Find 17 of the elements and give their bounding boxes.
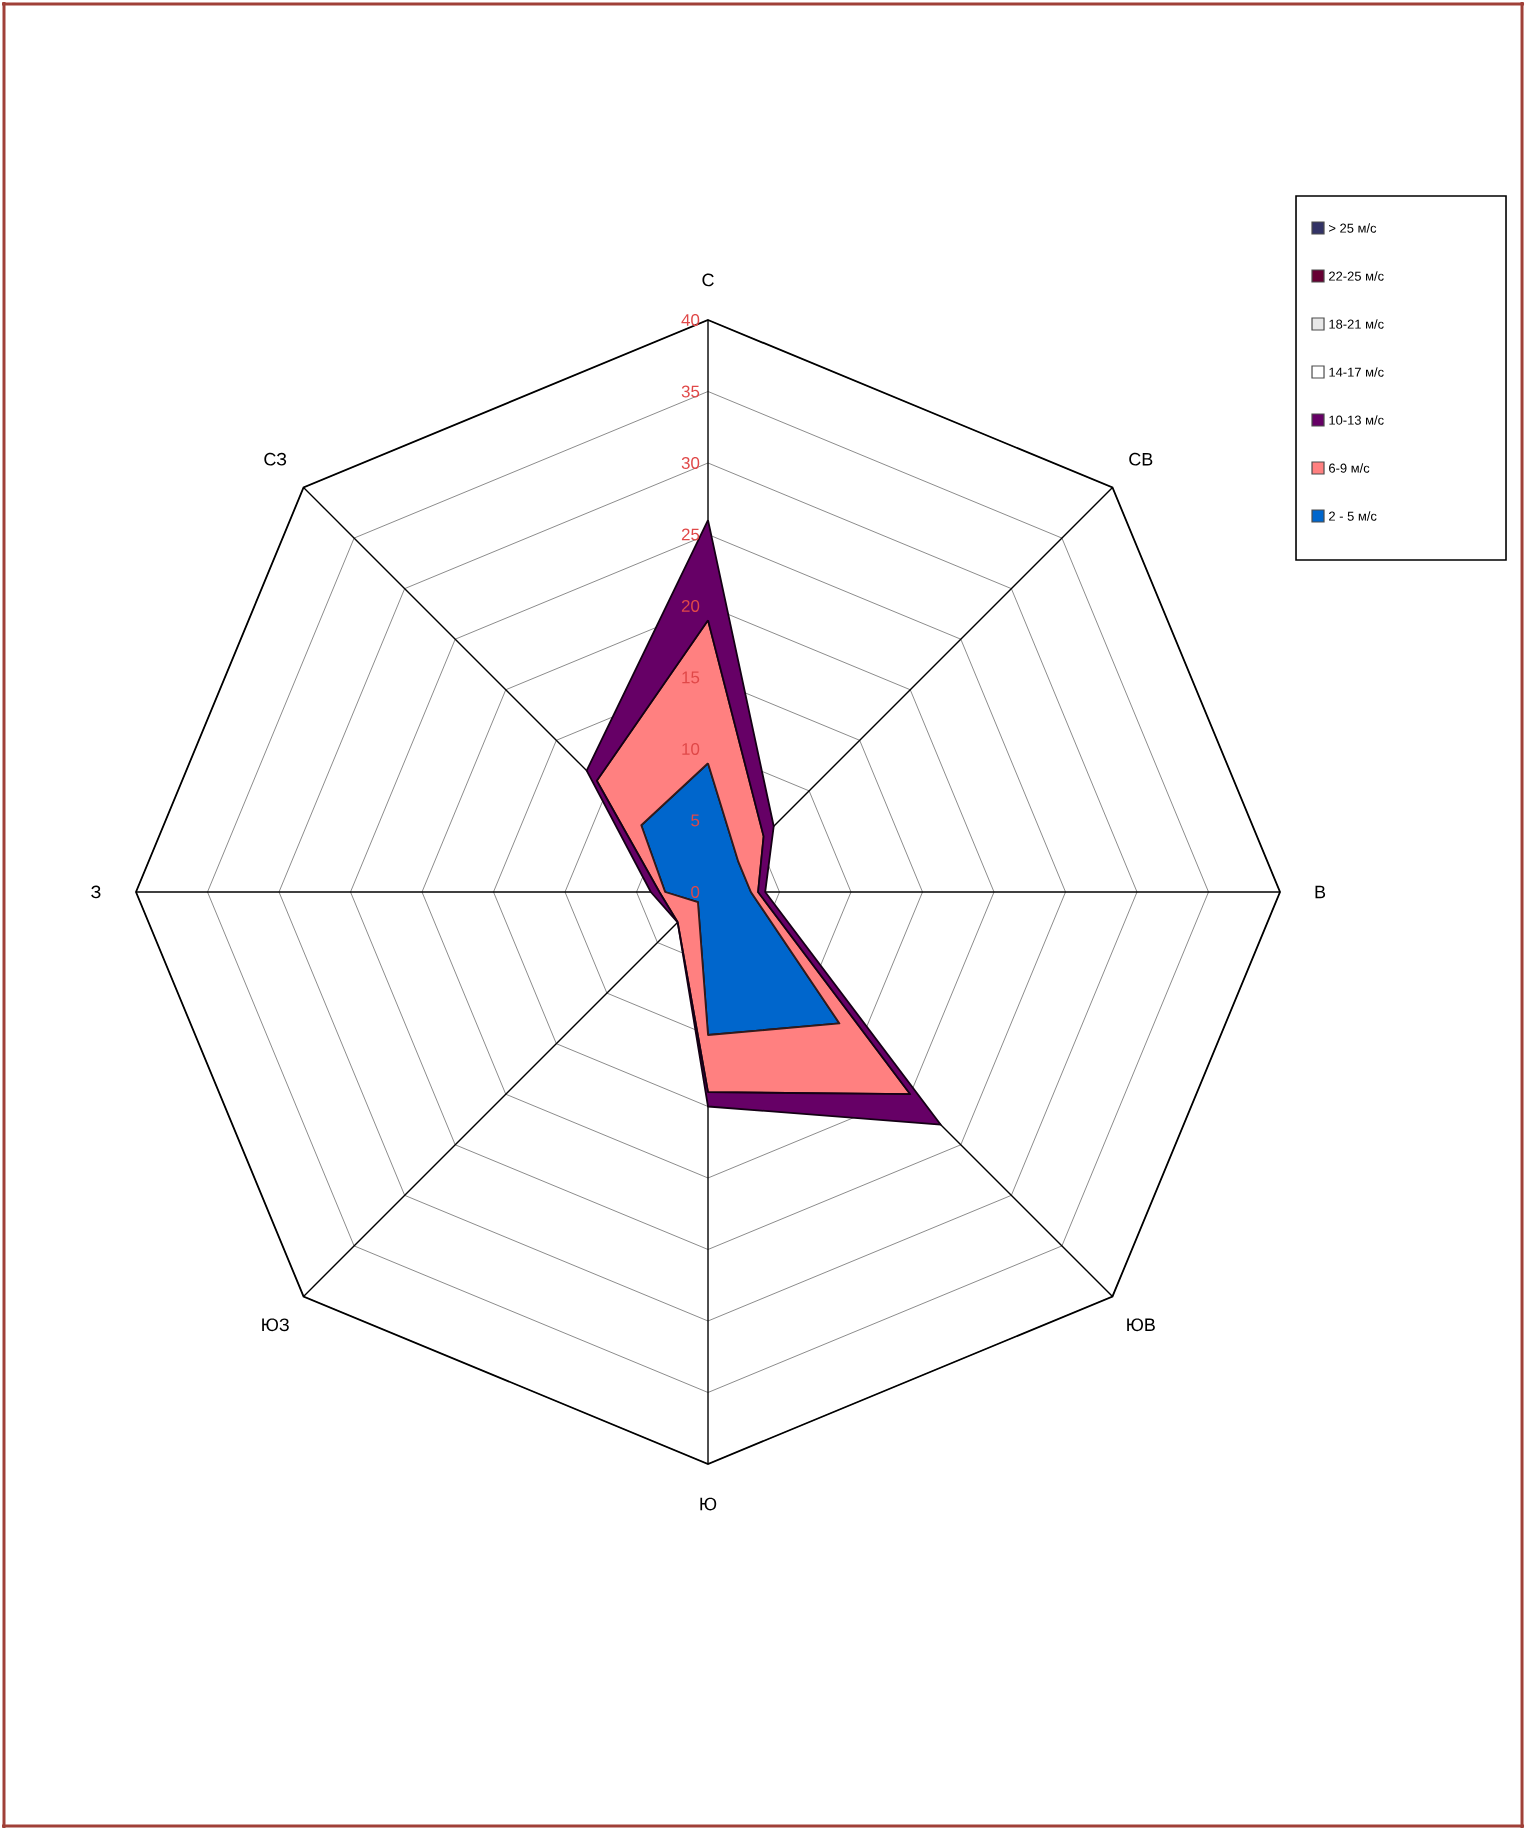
spoke-label: В [1315, 885, 1326, 899]
y-tick-label: 0 [691, 886, 700, 898]
spoke-label: З [91, 885, 101, 899]
y-tick-label: 5 [691, 814, 700, 827]
spoke-label: ЮВ [1127, 1318, 1155, 1332]
spoke-label: Ю [700, 1497, 717, 1511]
spoke-label: СЗ [264, 452, 287, 466]
y-tick-label: 25 [681, 528, 700, 541]
y-tick-label: 40 [681, 314, 700, 326]
spoke-label: ЮЗ [262, 1318, 289, 1332]
spoke-label: С [702, 273, 714, 287]
y-tick-label: 15 [682, 671, 700, 684]
y-tick-label: 35 [681, 385, 700, 398]
spoke-label: СВ [1129, 452, 1153, 466]
y-tick-label: 20 [681, 600, 700, 612]
y-tick-label: 30 [681, 457, 700, 469]
y-tick-label: 10 [682, 743, 700, 755]
